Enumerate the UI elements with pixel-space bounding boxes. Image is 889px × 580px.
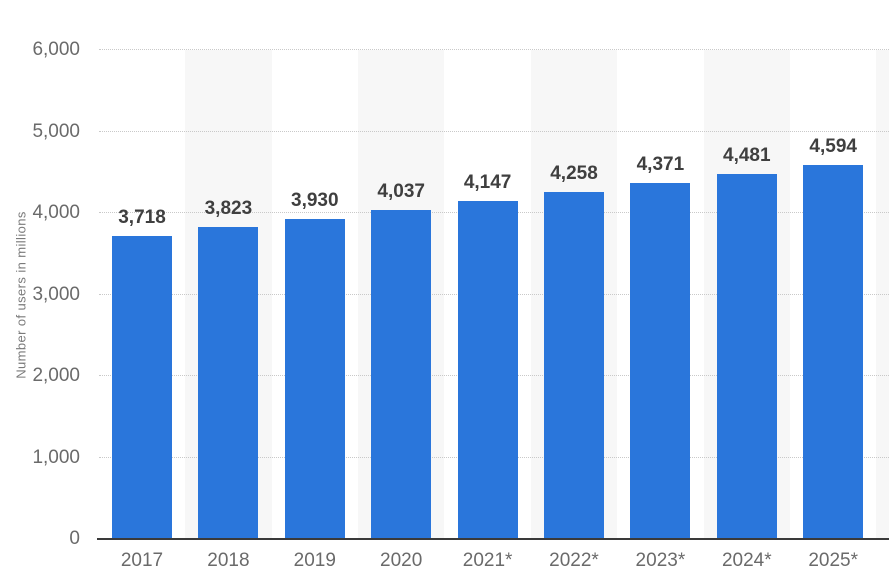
- bar: [457, 201, 518, 539]
- x-tick-label: 2024*: [721, 550, 772, 571]
- y-tick-label: 3,000: [32, 283, 80, 305]
- column-stripe: [876, 50, 889, 539]
- x-axis-baseline: [97, 538, 889, 540]
- y-tick-label: 1,000: [32, 446, 80, 468]
- y-tick-label: 0: [69, 528, 80, 549]
- gridline: [98, 49, 889, 50]
- x-tick-label: 2019: [293, 550, 336, 571]
- bar-value-label: 4,037: [377, 180, 425, 202]
- y-tick-label: 5,000: [32, 120, 80, 142]
- bar-value-label: 4,594: [809, 135, 857, 157]
- x-tick-label: 2017: [120, 550, 164, 571]
- bar: [630, 182, 691, 539]
- gridline: [98, 130, 889, 132]
- bar: [371, 209, 432, 539]
- x-tick-label: 2025*: [808, 550, 859, 571]
- bar-value-label: 3,718: [118, 206, 166, 228]
- bar: [716, 173, 777, 539]
- x-tick-label: 2018: [207, 550, 250, 571]
- y-tick-label: 4,000: [32, 202, 80, 223]
- bar-value-label: 3,930: [291, 189, 339, 211]
- bar: [112, 235, 172, 539]
- bar: [284, 218, 345, 539]
- x-tick-label: 2021*: [462, 550, 513, 571]
- bar-value-label: 4,481: [723, 144, 771, 166]
- x-tick-label: 2020: [380, 550, 423, 571]
- bar-value-label: 3,823: [204, 198, 253, 220]
- y-tick-label: 6,000: [32, 39, 80, 60]
- bar-value-label: 4,371: [636, 153, 685, 175]
- bar: [544, 191, 604, 539]
- x-tick-label: 2022*: [549, 550, 599, 571]
- bar-value-label: 4,258: [550, 162, 598, 184]
- y-tick-label: 2,000: [32, 365, 80, 386]
- bar: [198, 227, 259, 539]
- bar-value-label: 4,147: [463, 172, 512, 194]
- x-tick-label: 2023*: [635, 550, 686, 571]
- bar: [803, 164, 864, 539]
